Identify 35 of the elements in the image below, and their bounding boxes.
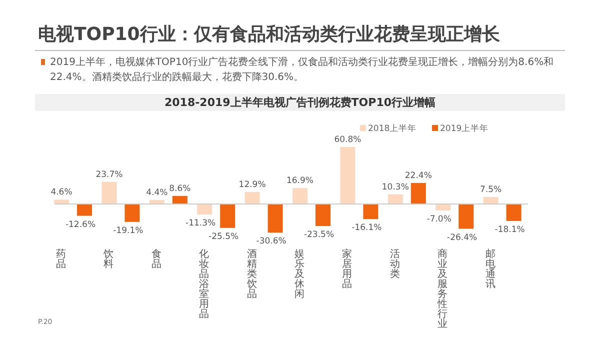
data-label: 60.8%	[334, 135, 362, 145]
data-label: 8.6%	[169, 184, 191, 194]
legend-label: 2019上半年	[440, 123, 489, 134]
x-tick-label: 饮料	[103, 249, 114, 270]
data-label: -18.1%	[494, 224, 525, 235]
data-label: -30.6%	[256, 236, 286, 247]
x-tick-label: 食品	[150, 249, 162, 270]
x-tick-label: 商业及服务性行业	[437, 249, 448, 330]
x-tick-label: 邮电通讯	[484, 249, 496, 290]
data-label: -23.5%	[304, 230, 334, 240]
data-label: 16.9%	[286, 176, 314, 186]
data-label: -26.4%	[447, 232, 478, 243]
data-label: 23.7%	[96, 170, 123, 180]
data-label: 12.9%	[238, 180, 266, 190]
text: 2018-2019上半年电视广告刊例花费TOP10行业增幅	[35, 95, 565, 110]
chart-title: 电视TOP10行业：仅有食品和活动类行业花费呈现正增长	[38, 23, 500, 46]
data-label: -12.6%	[65, 220, 96, 230]
x-tick-label: 酒精类饮品	[246, 249, 258, 300]
x-tick-label: 化妆品浴室用品	[198, 249, 210, 320]
data-label: -16.1%	[352, 223, 382, 234]
x-tick-label: 娱乐及休闲	[294, 249, 305, 300]
x-tick-label: 家居用品	[342, 249, 353, 290]
data-label: 4.6%	[50, 188, 72, 198]
data-label: 7.5%	[480, 184, 502, 195]
data-label: -7.0%	[426, 214, 452, 225]
data-label: 10.3%	[382, 182, 409, 192]
chart-subtitle: 2019上半年，电视媒体TOP10行业广告花费全线下滑，仅食品和活动类行业花费呈现正增长，增幅分别为8.6%和22.4%。酒精类饮品行业的跌幅最大，花费下降30.6%。	[50, 56, 555, 85]
data-label: -19.1%	[113, 226, 144, 236]
data-label: -11.3%	[186, 218, 216, 229]
legend-label: 2018上半年	[368, 123, 417, 134]
x-tick-label: 药品	[56, 249, 66, 270]
x-tick-label: 活动类	[389, 249, 400, 280]
data-label: -25.5%	[208, 232, 239, 242]
data-label: 4.4%	[146, 188, 168, 198]
data-label: 22.4%	[404, 171, 432, 181]
